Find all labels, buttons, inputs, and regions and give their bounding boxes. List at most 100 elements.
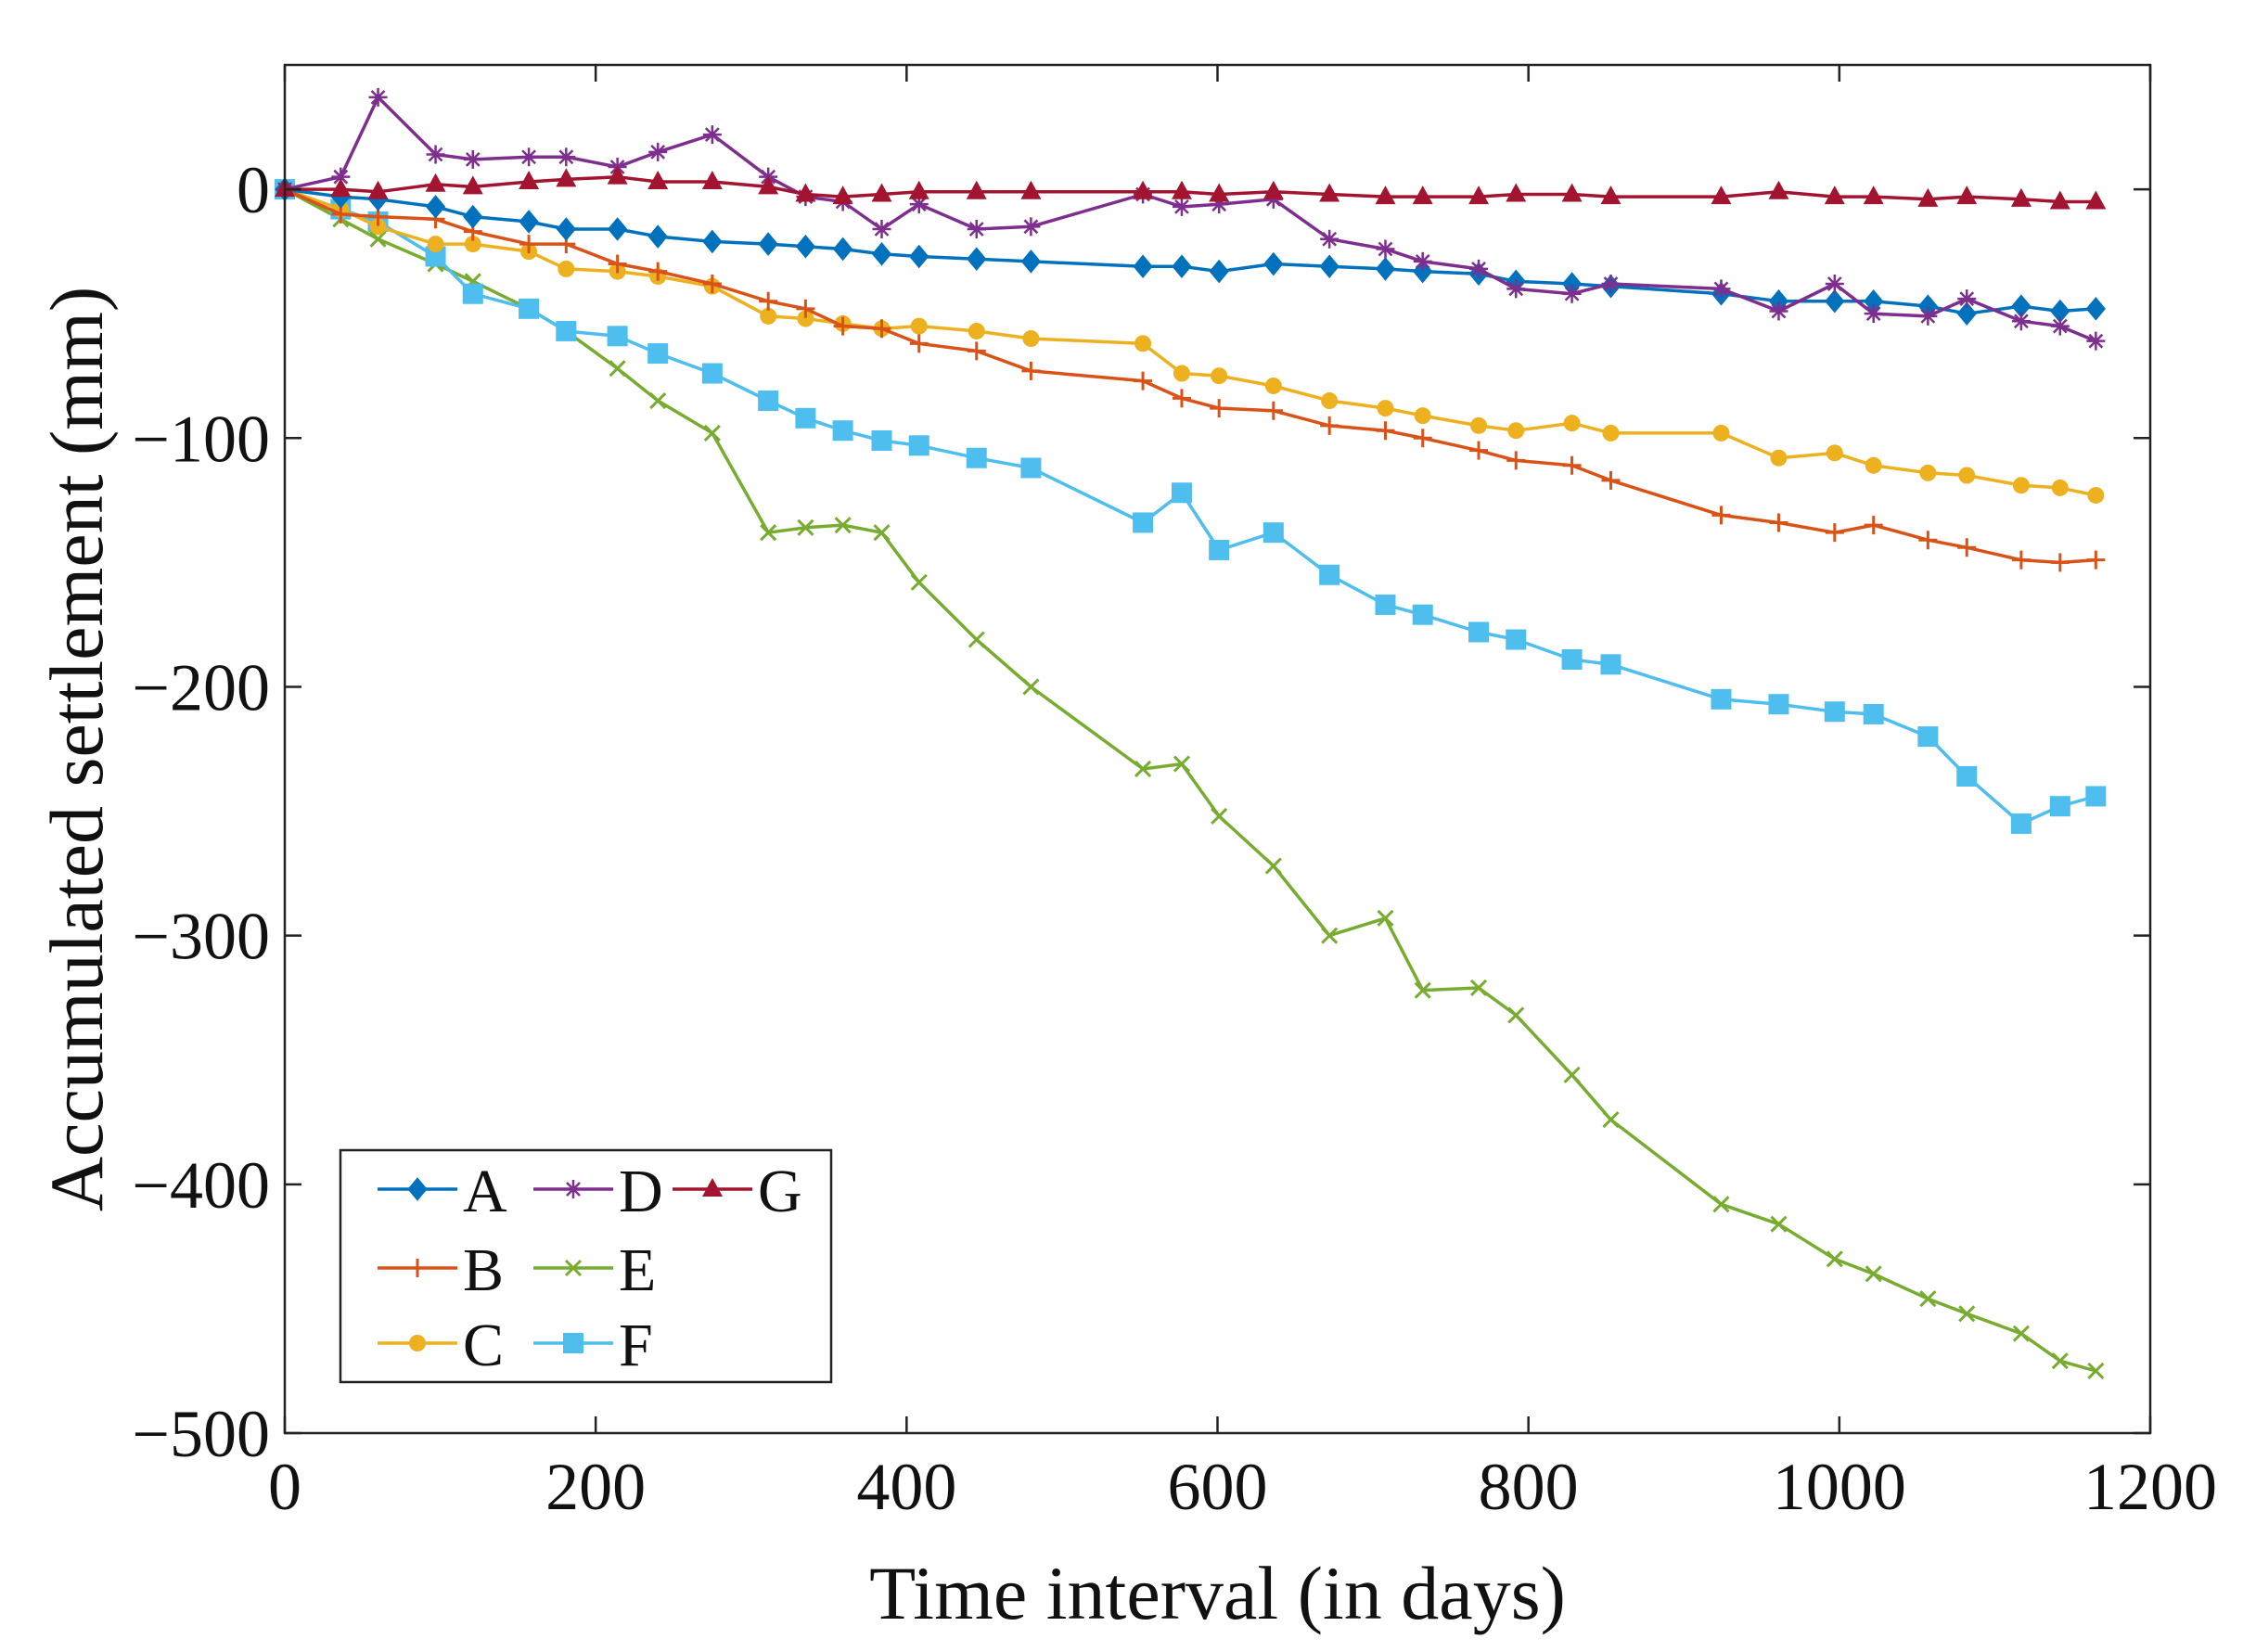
data-point-B [1601,470,1621,490]
data-point-G [1171,180,1192,199]
data-point-D [909,195,929,214]
data-point-D [519,147,539,167]
data-point-C [1022,330,1040,347]
data-point-A [556,217,576,241]
data-point-G [1262,180,1284,199]
data-point-A [1172,254,1192,279]
data-point-D [1957,289,1977,309]
data-point-E [2051,1352,2069,1370]
data-point-G [1824,186,1845,205]
data-point-B [1711,506,1731,525]
data-point-C [968,322,985,339]
data-point-E [1507,1006,1525,1024]
data-point-D [1825,275,1844,293]
data-point-B [1376,421,1395,441]
data-point-G [1600,186,1621,205]
data-point-C [2051,479,2069,496]
data-point-D [1506,279,1526,299]
data-point-C [2012,477,2030,494]
data-point-F [1262,522,1284,544]
data-point-F [2085,786,2107,807]
data-point-D [1320,229,1339,249]
data-point-C [369,218,387,236]
legend-marker [563,1333,583,1353]
data-point-B [1506,451,1526,470]
y-tick-label: −400 [132,1148,270,1223]
data-point-G [367,180,389,199]
data-point-A [967,247,987,271]
data-point-C [1134,335,1152,352]
data-point-F [607,326,628,347]
data-point-C [910,317,928,335]
data-point-E [1022,678,1040,696]
legend-label: F [619,1312,653,1379]
y-tick-label: −100 [132,402,270,476]
data-point-A [1209,259,1229,284]
legend-entry-B: B [378,1236,504,1304]
axis-ticks: 0 200 400 600 800 1000 1200 0 −100 −200 −300 −400 −5… [132,65,2217,1524]
data-point-E [968,631,985,648]
data-point-C [2087,486,2105,504]
data-point-G [1711,186,1732,205]
legend-label: D [619,1158,663,1225]
data-point-G [758,175,779,195]
data-point-E [797,519,814,536]
data-point-G [871,183,892,202]
data-point-F [1956,766,1978,787]
data-point-F [1506,629,1527,650]
series-D [276,87,2106,351]
legend-entry-A: A [378,1158,507,1225]
data-point-B [2011,550,2031,570]
data-point-D [1769,301,1788,321]
data-point-D [1021,217,1041,237]
x-tick-label: 400 [856,1450,956,1524]
data-point-F [1319,564,1340,585]
data-point-A [702,229,723,254]
data-point-E [1712,1196,1730,1213]
x-tick-label: 600 [1168,1450,1268,1524]
legend-marker [409,1335,426,1351]
data-point-A [1020,250,1042,274]
legend-entry-F: F [533,1312,653,1379]
data-point-G [2010,187,2032,207]
data-point-C [1602,424,1620,442]
data-point-E [609,360,626,378]
data-point-G [1133,180,1154,199]
data-point-B [872,319,891,339]
data-point-G [1209,183,1230,202]
data-point-G [330,178,352,198]
x-tick-label: 1200 [2083,1450,2217,1524]
data-point-G [1412,186,1433,205]
data-point-C [1712,424,1730,442]
data-point-F [1768,694,1789,715]
data-point-A [463,204,483,229]
data-point-F [701,363,723,384]
data-point-E [369,230,387,248]
data-point-A [607,217,628,241]
data-point-G [701,171,723,190]
data-point-F [795,407,816,429]
legend-entry-D: D [533,1158,663,1225]
data-point-C [1173,365,1190,382]
data-point-D [648,142,668,161]
data-point-G [607,165,628,185]
data-point-G [647,171,669,190]
data-point-A [425,195,446,219]
data-point-F [519,298,540,319]
data-point-F [1133,512,1154,533]
data-point-E [1134,760,1152,778]
data-point-D [967,220,986,238]
data-point-D [1469,259,1489,278]
data-point-E [1173,755,1191,773]
data-point-G [1375,186,1396,205]
data-point-B [909,334,929,353]
data-point-B [519,235,539,254]
data-point-E [1211,807,1228,825]
data-point-A [1319,254,1339,279]
data-point-D [557,147,576,167]
data-point-B [1469,441,1489,460]
data-point-C [1264,377,1282,394]
data-point-G [966,180,987,199]
data-point-C [427,236,444,253]
